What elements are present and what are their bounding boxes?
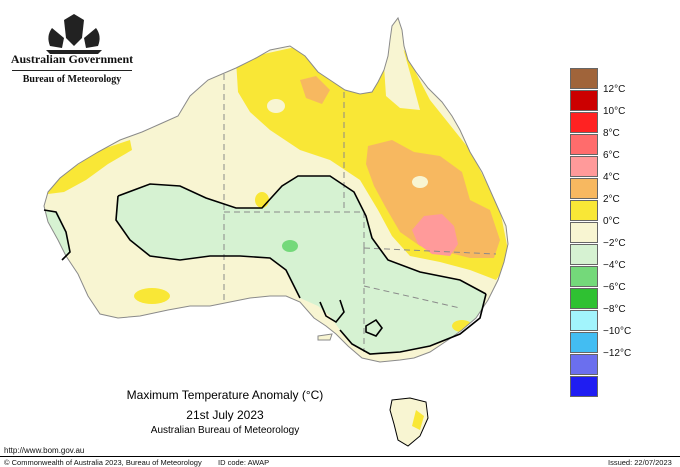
id-code: ID code: AWAP — [218, 458, 270, 467]
anomaly-plus2-west-coast — [44, 140, 132, 194]
kangaroo-island — [317, 333, 333, 341]
map-title-block: Maximum Temperature Anomaly (°C) 21st Ju… — [95, 388, 355, 436]
legend-label: −12°C — [603, 348, 632, 359]
state-borders — [223, 74, 497, 352]
legend-label: −6°C — [603, 282, 626, 293]
anomaly-minus2-southwest — [44, 210, 70, 260]
coastline — [43, 16, 509, 363]
anomaly-minus4-spot — [282, 240, 298, 252]
footer: © Commonwealth of Australia 2023, Bureau… — [0, 458, 680, 467]
legend-label: 4°C — [603, 172, 620, 183]
government-logo: Australian Government Bureau of Meteorol… — [8, 10, 136, 85]
zero-contours — [43, 175, 487, 355]
legend-swatch — [570, 68, 598, 89]
copyright-text: © Commonwealth of Australia 2023, Bureau… — [4, 458, 202, 467]
legend-swatch — [570, 200, 598, 221]
legend-label: 6°C — [603, 150, 620, 161]
legend-swatch — [570, 156, 598, 177]
legend-label: 10°C — [603, 106, 626, 117]
bureau-name: Bureau of Meteorology — [22, 74, 122, 85]
legend-swatch — [570, 354, 598, 375]
tasmania — [389, 397, 429, 447]
legend-label: 8°C — [603, 128, 620, 139]
legend-swatch — [570, 90, 598, 111]
anomaly-zero-cape-york — [384, 30, 420, 110]
map-source: Australian Bureau of Meteorology — [150, 425, 300, 436]
anomaly-plus4-arnhem — [300, 76, 330, 104]
legend-swatch — [570, 178, 598, 199]
anomaly-plus6 — [412, 214, 458, 256]
anomaly-zero-spot-north — [267, 99, 285, 113]
anomaly-minus2-central — [116, 176, 486, 354]
legend-label: 2°C — [603, 194, 620, 205]
legend-swatch — [570, 266, 598, 287]
legend-label: 0°C — [603, 216, 620, 227]
legend-label: 12°C — [603, 84, 626, 95]
anomaly-plus2-spot-south — [134, 288, 170, 304]
legend-swatch — [570, 332, 598, 353]
logo-divider — [12, 70, 132, 71]
website-link[interactable]: http://www.bom.gov.au — [4, 446, 85, 455]
footer-divider — [0, 456, 680, 457]
legend-label: −2°C — [603, 238, 626, 249]
anomaly-plus2-spot-central — [255, 192, 269, 208]
legend-swatch — [570, 134, 598, 155]
anomaly-plus4-east — [366, 140, 500, 258]
legend-label: −4°C — [603, 260, 626, 271]
issued-date: Issued: 22/07/2023 — [608, 458, 672, 467]
map-date: 21st July 2023 — [186, 408, 264, 422]
anomaly-zero-spot-east — [412, 176, 428, 188]
legend-label: −8°C — [603, 304, 626, 315]
legend-swatch — [570, 288, 598, 309]
government-name: Australian Government — [10, 52, 134, 66]
legend-label: −10°C — [603, 326, 632, 337]
legend-swatch — [570, 222, 598, 243]
legend-swatch — [570, 244, 598, 265]
coat-of-arms — [46, 14, 102, 54]
tasmania-anomaly-plus2 — [412, 410, 424, 430]
legend-swatch — [570, 112, 598, 133]
legend-swatch — [570, 310, 598, 331]
map-title: Maximum Temperature Anomaly (°C) — [126, 388, 324, 402]
legend-swatch — [570, 376, 598, 397]
